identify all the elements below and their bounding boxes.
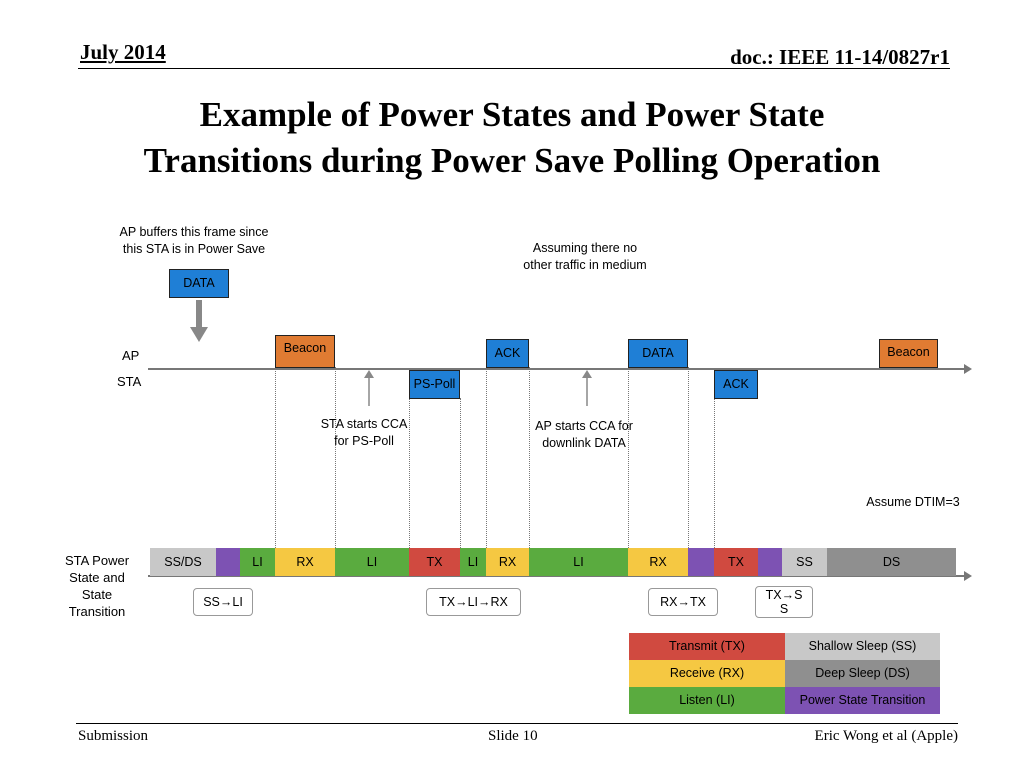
slide-title-line-1: Example of Power States and Power State (199, 95, 825, 134)
legend-power-state-transition: Power State Transition (785, 687, 940, 714)
beacon-frame-1: Beacon (275, 335, 335, 368)
slide-title-line-2: Transitions during Power Save Polling Op… (143, 141, 881, 180)
guide-line (688, 367, 689, 548)
legend-deep-sleep: Deep Sleep (DS) (785, 660, 940, 687)
guide-line (714, 398, 715, 548)
sta-cca-note-line-1: STA starts CCA (320, 417, 408, 431)
callout-ss-li: SS→LI (193, 588, 253, 616)
state-transition (688, 548, 714, 576)
callout-tx-ss: TX→S S (755, 586, 813, 618)
state-deep-sleep: DS (827, 548, 956, 576)
legend-listen: Listen (LI) (629, 687, 785, 714)
ap-buffers-note: AP buffers this frame since this STA is … (100, 224, 288, 258)
power-lane-label-line-2: State and (69, 570, 125, 585)
callout-tx-ss-line-2: S (779, 602, 789, 616)
header-doc-id: doc.: IEEE 11-14/0827r1 (730, 45, 950, 69)
ps-poll-frame: PS-Poll (409, 370, 460, 399)
ap-lane-label: AP (122, 348, 140, 363)
state-listen: LI (460, 548, 486, 576)
ap-data-frame: DATA (628, 339, 688, 368)
ap-cca-note: AP starts CCA for downlink DATA (514, 418, 654, 452)
assuming-note-line-2: other traffic in medium (523, 258, 647, 272)
buffer-down-arrow-shaft (196, 300, 202, 328)
header-rule (78, 68, 950, 69)
legend-transmit: Transmit (TX) (629, 633, 785, 660)
buffer-down-arrow-head (190, 327, 208, 342)
ap-ack-frame: ACK (486, 339, 529, 368)
state-ss-ds: SS/DS (150, 548, 216, 576)
state-shallow-sleep: SS (782, 548, 827, 576)
guide-line (486, 367, 487, 548)
state-transmit: TX (714, 548, 758, 576)
state-transition (216, 548, 240, 576)
power-lane-label-line-1: STA Power (64, 553, 130, 568)
ap-buffers-note-line-2: this STA is in Power Save (122, 242, 266, 256)
ap-cca-arrowhead (582, 370, 592, 378)
sta-cca-note-line-2: for PS-Poll (334, 434, 394, 448)
ap-cca-note-line-2: downlink DATA (542, 436, 626, 450)
header-date: July 2014 (80, 40, 166, 64)
beacon-frame-2: Beacon (879, 339, 938, 368)
guide-line (460, 398, 461, 548)
footer-author: Eric Wong et al (Apple) (814, 728, 958, 744)
state-listen: LI (529, 548, 628, 576)
state-transition (758, 548, 782, 576)
assuming-note-line-1: Assuming there no (532, 241, 638, 255)
legend-shallow-sleep: Shallow Sleep (SS) (785, 633, 940, 660)
dtim-note: Assume DTIM=3 (866, 495, 960, 509)
guide-line (409, 398, 410, 548)
power-lane-label-line-4: Transition (68, 604, 126, 619)
ap-cca-note-line-1: AP starts CCA for (535, 419, 633, 433)
callout-rx-tx: RX→TX (648, 588, 718, 616)
power-state-axis-arrowhead (964, 571, 972, 581)
power-lane-label: STA Power State and State Transition (56, 552, 138, 620)
footer-submission: Submission (78, 728, 149, 744)
slide-title: Example of Power States and Power State … (40, 92, 984, 184)
state-receive: RX (486, 548, 529, 576)
guide-line (628, 367, 629, 548)
footer-rule (76, 723, 958, 724)
state-listen: LI (335, 548, 409, 576)
state-listen: LI (240, 548, 275, 576)
guide-line (529, 367, 530, 548)
sta-cca-arrowhead (364, 370, 374, 378)
state-transmit: TX (409, 548, 460, 576)
sta-lane-label: STA (117, 374, 142, 389)
assuming-note: Assuming there no other traffic in mediu… (495, 240, 675, 274)
footer-slide-number: Slide 10 (488, 728, 538, 744)
buffered-data-frame: DATA (169, 269, 229, 298)
callout-tx-ss-line-1: TX→S (765, 588, 803, 602)
ap-sta-axis-arrowhead (964, 364, 972, 374)
guide-line (335, 367, 336, 548)
guide-line (275, 367, 276, 548)
legend-receive: Receive (RX) (629, 660, 785, 687)
callout-tx-li-rx: TX→LI→RX (426, 588, 521, 616)
sta-cca-note: STA starts CCA for PS-Poll (304, 416, 424, 450)
state-receive: RX (275, 548, 335, 576)
power-lane-label-line-3: State (81, 587, 113, 602)
sta-ack-frame: ACK (714, 370, 758, 399)
state-receive: RX (628, 548, 688, 576)
ap-buffers-note-line-1: AP buffers this frame since (119, 225, 269, 239)
